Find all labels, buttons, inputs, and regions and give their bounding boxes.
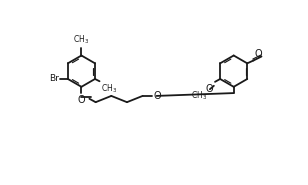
Text: O: O <box>206 84 213 94</box>
Text: Br: Br <box>49 75 59 83</box>
Text: O: O <box>254 49 262 59</box>
Text: CH$_3$: CH$_3$ <box>101 83 117 95</box>
Text: O: O <box>78 95 85 105</box>
Text: O: O <box>153 91 161 101</box>
Text: CH$_3$: CH$_3$ <box>191 90 207 102</box>
Text: CH$_3$: CH$_3$ <box>73 34 90 46</box>
